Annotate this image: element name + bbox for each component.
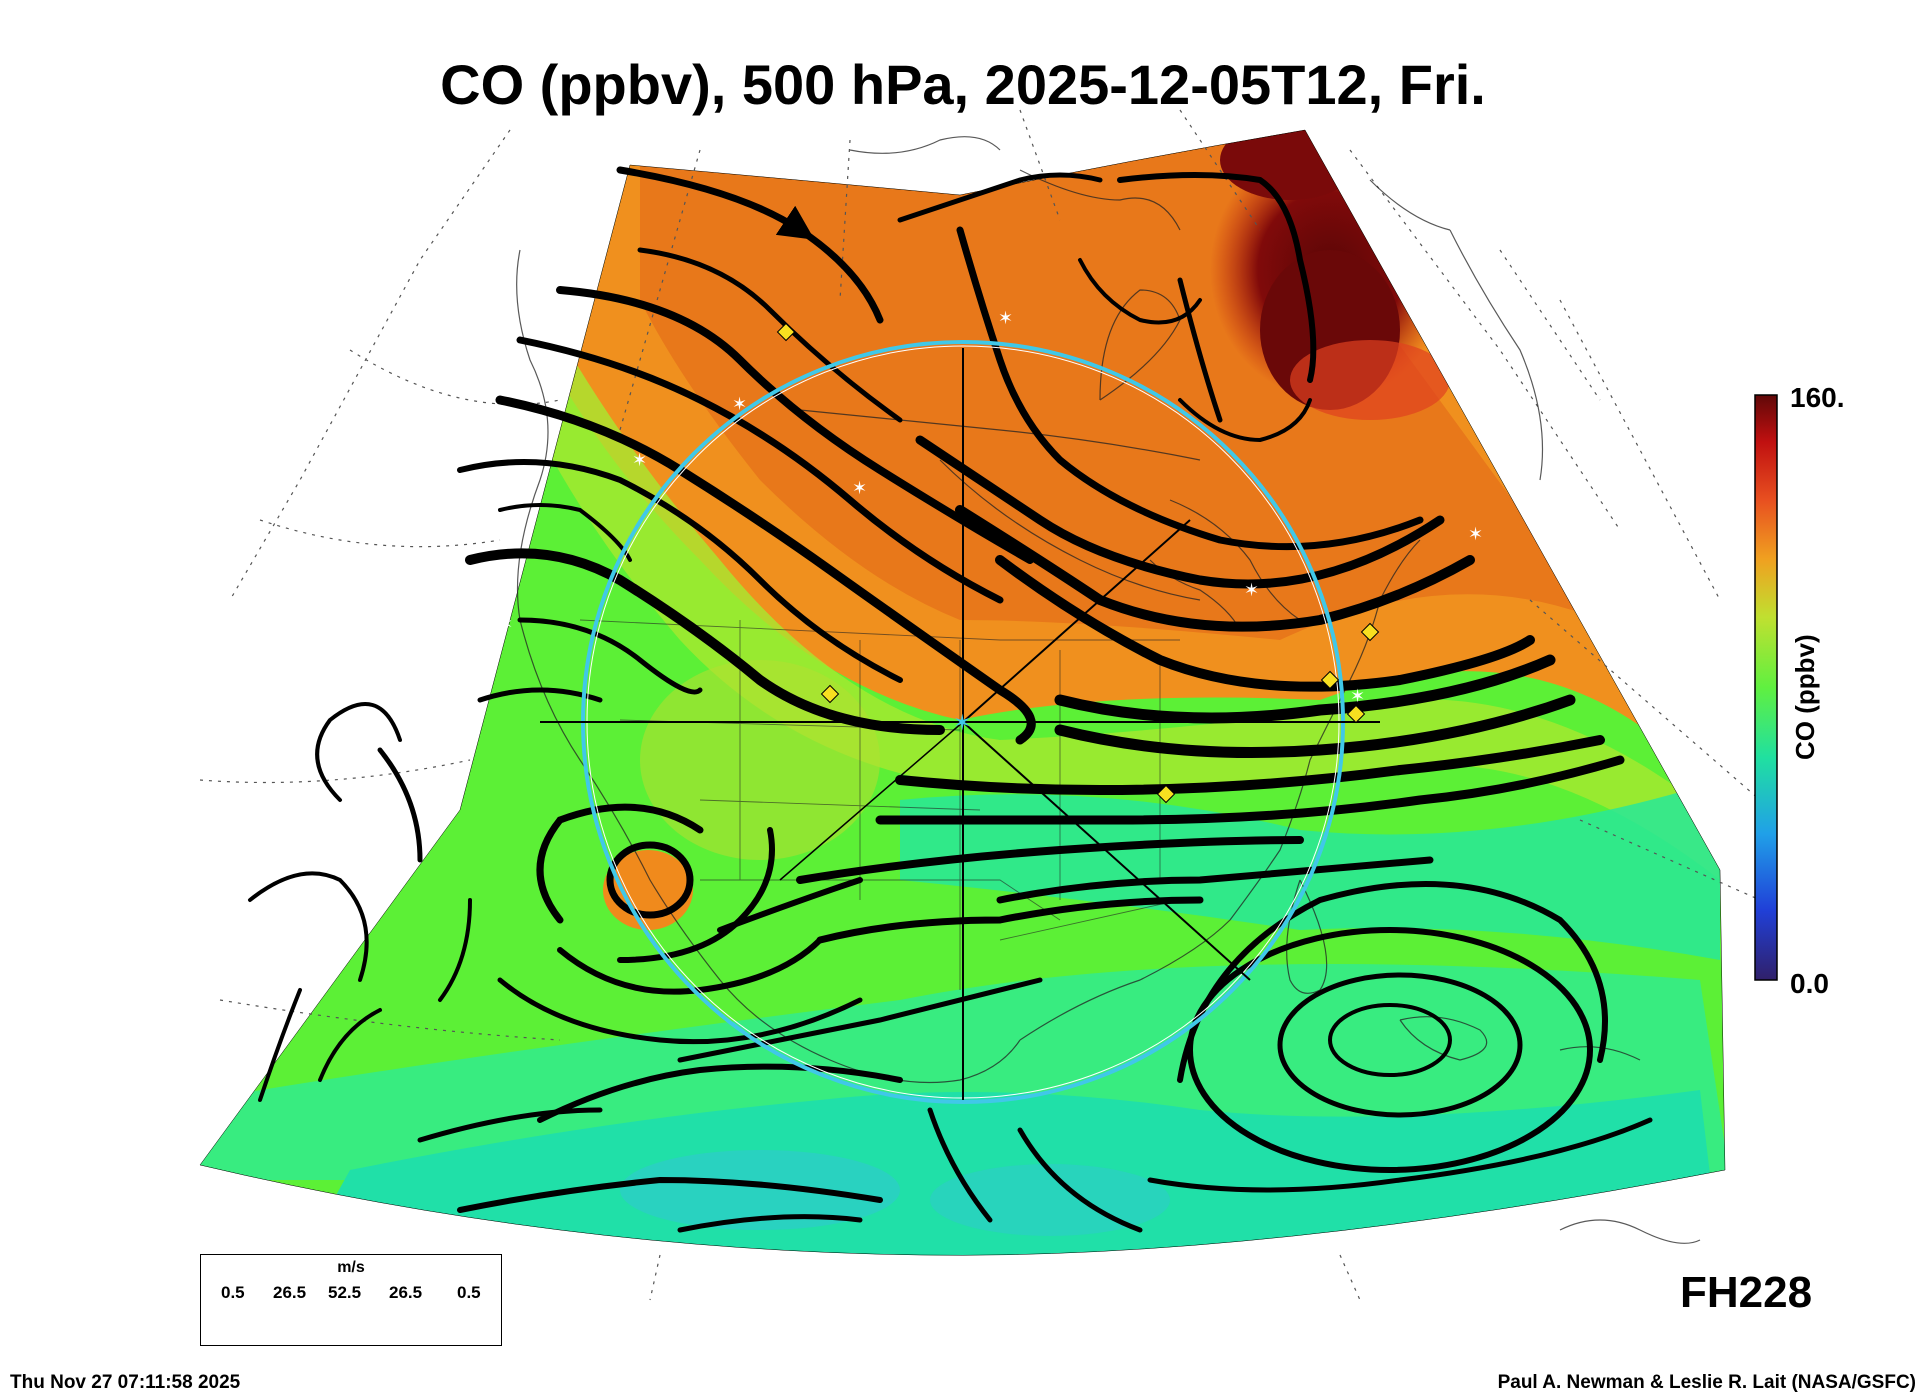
wind-key-value-3: 52.5 — [328, 1283, 362, 1302]
wind-key-unit: m/s — [337, 1259, 365, 1276]
wind-key-value-5: 0.5 — [457, 1283, 481, 1302]
svg-text:✶: ✶ — [732, 394, 747, 415]
svg-text:✶: ✶ — [953, 711, 971, 736]
svg-text:✶: ✶ — [998, 308, 1013, 329]
wind-speed-key: m/s 0.5 26.5 52.5 26.5 0.5 — [200, 1254, 502, 1346]
wind-key-value-4: 26.5 — [389, 1283, 423, 1302]
svg-text:✶: ✶ — [1244, 580, 1259, 601]
wind-key-value-2: 26.5 — [273, 1283, 307, 1302]
colorbar-max-label: 160. — [1790, 382, 1845, 413]
wind-streamlines — [248, 166, 1653, 1233]
map-title: CO (ppbv), 500 hPa, 2025-12-05T12, Fri. — [440, 53, 1486, 116]
target-circle-group: ✶ — [540, 340, 1380, 1104]
svg-text:✶: ✶ — [1468, 524, 1483, 545]
wind-key-value-1: 0.5 — [221, 1283, 245, 1302]
svg-text:✶: ✶ — [632, 450, 647, 471]
sector-outline — [199, 129, 1726, 1256]
star-markers: ✶ ✶ ✶ ✶ ✶ ✶ ✶ ✶ ✶ — [498, 308, 1483, 707]
footer-timestamp: Thu Nov 27 07:11:58 2025 — [10, 1372, 241, 1393]
svg-text:✶: ✶ — [498, 614, 513, 635]
svg-text:✶: ✶ — [852, 478, 867, 499]
colorbar-min-label: 0.0 — [1790, 968, 1829, 999]
site-markers — [776, 322, 1380, 804]
footer-credit: Paul A. Newman & Leslie R. Lait (NASA/GS… — [1497, 1372, 1916, 1393]
svg-text:✶: ✶ — [1454, 308, 1469, 329]
colorbar — [1754, 394, 1778, 981]
forecast-hour: FH228 — [1680, 1268, 1813, 1317]
graticule — [199, 109, 1761, 1301]
svg-text:✶: ✶ — [1350, 686, 1365, 707]
colorbar-axis-label: CO (ppbv) — [1790, 634, 1820, 760]
